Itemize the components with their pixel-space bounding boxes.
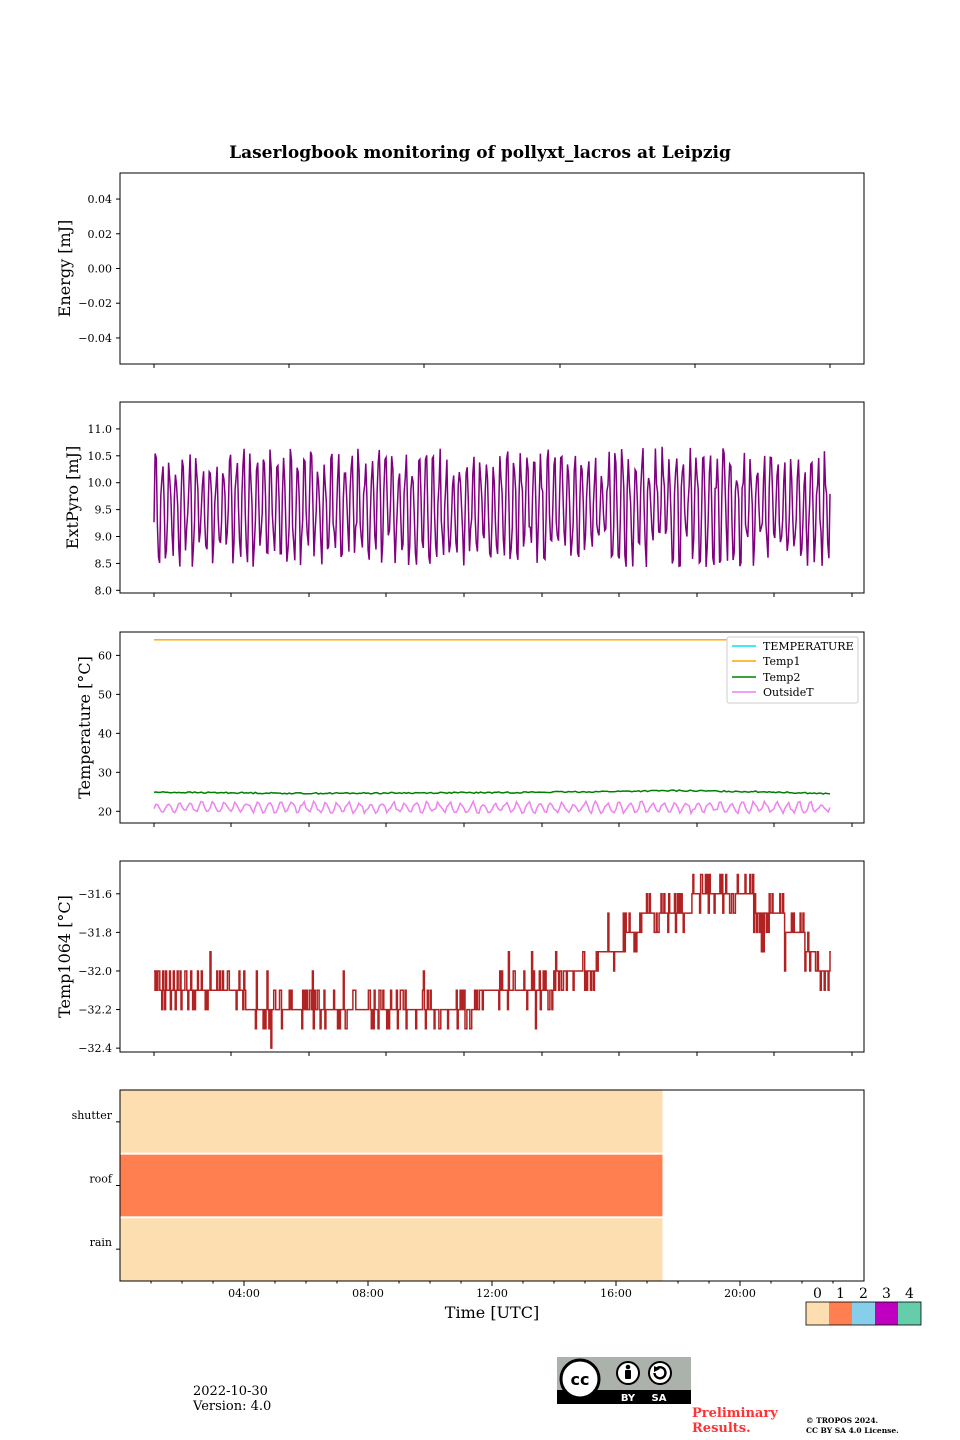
energy-ytick-label: 0.00 [88, 263, 113, 276]
status-color-3 [875, 1302, 898, 1325]
copyright-line-2: CC BY SA 4.0 License. [806, 1426, 899, 1435]
temp1064-ytick-label: −31.6 [78, 888, 112, 901]
temperature-ytick-label: 40 [98, 727, 112, 740]
footer-version: Version: 4.0 [193, 1399, 272, 1414]
energy-panel: 0.04 0.02 0.00 −0.02 −0.04 [78, 193, 831, 368]
cc-icon [559, 1358, 601, 1400]
x-tick-label: 16:00 [600, 1287, 632, 1300]
temperature-panel-frame [119, 631, 865, 824]
x-tick-label: 04:00 [228, 1287, 260, 1300]
status-cell-rain [120, 1218, 663, 1281]
status-color-label-1: 1 [836, 1286, 845, 1302]
status-label-roof: roof [89, 1173, 113, 1186]
legend-label-temperature: TEMPERATURE [763, 640, 854, 653]
energy-ytick-label: −0.02 [78, 297, 112, 310]
status-cell-roof [120, 1154, 663, 1217]
temperature-ytick-label: 50 [98, 688, 112, 701]
svg-text:cc: cc [571, 1370, 590, 1389]
temp1064-ytick-label: −32.2 [78, 1004, 112, 1017]
extpyro-ytick-label: 9.0 [95, 531, 113, 544]
temperature-ytick-label: 30 [98, 766, 112, 779]
extpyro-ytick-label: 8.0 [95, 584, 113, 597]
status-panel: shutter roof rain 04:00 08:00 12:00 16:00 20:00 [72, 1090, 834, 1300]
status-panel-frame [119, 1089, 865, 1282]
legend-box [726, 636, 859, 704]
extpyro-ytick-label: 10.5 [88, 450, 113, 463]
temperature-legend: TEMPERATURE Temp1 Temp2 OutsideT [726, 636, 859, 704]
footer-info: 2022-10-30 Version: 4.0 [193, 1384, 271, 1414]
energy-ylabel: Energy [mJ] [55, 220, 74, 318]
preliminary-results-note: Preliminary Results. [692, 1406, 778, 1436]
temp1064-ytick-label: −32.4 [78, 1042, 112, 1055]
temp1064-panel: −31.6 −31.8 −32.0 −32.2 −32.4 [78, 873, 853, 1056]
series-temp2-line [153, 789, 831, 795]
footer-date: 2022-10-30 [193, 1384, 268, 1399]
extpyro-panel: 11.0 10.5 10.0 9.5 9.0 8.5 8.0 [88, 423, 853, 597]
sa-icon [648, 1361, 672, 1385]
extpyro-ytick-label: 11.0 [88, 423, 113, 436]
temp1064-ytick-label: −31.8 [78, 926, 112, 939]
status-color-0 [806, 1302, 829, 1325]
extpyro-series-line [153, 446, 831, 568]
status-label-rain: rain [90, 1236, 112, 1249]
status-color-label-0: 0 [813, 1286, 822, 1302]
temp1064-panel-frame [119, 860, 865, 1053]
status-color-2 [852, 1302, 875, 1325]
copyright-line-1: © TROPOS 2024. [806, 1416, 879, 1425]
extpyro-panel-frame [119, 401, 865, 594]
badge-by-label: BY [621, 1393, 636, 1404]
x-tick-label: 20:00 [724, 1287, 756, 1300]
status-color-4 [898, 1302, 921, 1325]
x-tick-label: 08:00 [352, 1287, 384, 1300]
extpyro-ytick-label: 8.5 [95, 557, 113, 570]
status-color-1 [829, 1302, 852, 1325]
temp1064-series-line [154, 873, 831, 1049]
status-colorbar-frame [805, 1301, 922, 1326]
temperature-ytick-label: 60 [98, 649, 112, 662]
status-cell-shutter [120, 1090, 663, 1153]
temperature-ytick-label: 20 [98, 805, 112, 818]
status-color-label-3: 3 [882, 1286, 891, 1302]
temperature-panel: 60 50 40 30 20 [98, 639, 853, 827]
temp1064-ylabel: Temp1064 [°C] [55, 895, 74, 1018]
copyright-note: © TROPOS 2024. CC BY SA 4.0 License. [806, 1416, 899, 1436]
status-color-label-4: 4 [905, 1286, 914, 1302]
temperature-ylabel: Temperature [°C] [75, 656, 94, 799]
energy-panel-frame [119, 172, 865, 365]
series-outsidet-line [153, 799, 831, 816]
badge-sa-label: SA [652, 1393, 667, 1404]
legend-label-temp2: Temp2 [763, 671, 800, 684]
legend-label-outsidet: OutsideT [763, 686, 814, 699]
cc-license-badge: cc BY SA [557, 1357, 691, 1404]
extpyro-ytick-label: 9.5 [95, 504, 113, 517]
energy-ytick-label: 0.02 [88, 228, 113, 241]
temp1064-ytick-label: −32.0 [78, 965, 112, 978]
x-axis-label: Time [UTC] [445, 1303, 539, 1322]
energy-ytick-label: −0.04 [78, 332, 112, 345]
x-tick-label: 12:00 [476, 1287, 508, 1300]
extpyro-ylabel: ExtPyro [mJ] [63, 446, 82, 549]
status-label-shutter: shutter [72, 1109, 113, 1122]
legend-label-temp1: Temp1 [763, 655, 800, 668]
chart-title: Laserlogbook monitoring of pollyxt_lacro… [229, 143, 731, 163]
extpyro-ytick-label: 10.0 [88, 477, 113, 490]
energy-ytick-label: 0.04 [88, 193, 113, 206]
status-color-label-2: 2 [859, 1286, 868, 1302]
